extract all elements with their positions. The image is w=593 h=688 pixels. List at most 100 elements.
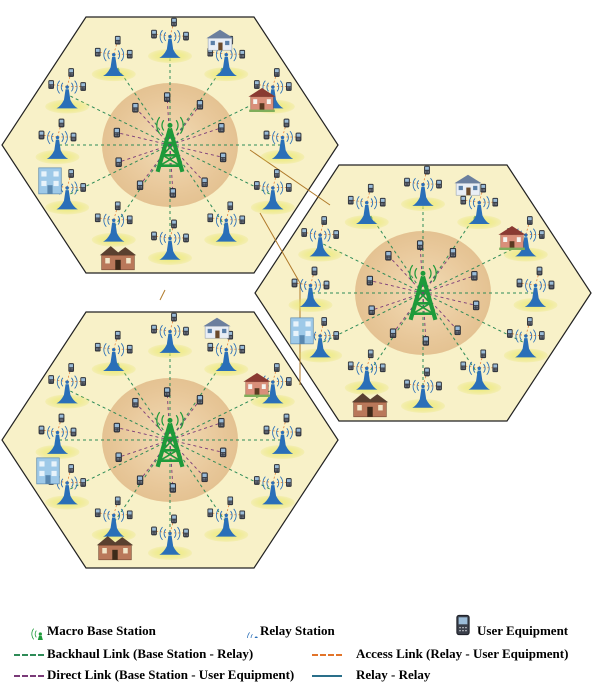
user-equipment-icon: [538, 230, 545, 240]
user-equipment-icon: [526, 316, 533, 326]
user-equipment-icon: [273, 168, 280, 178]
user-equipment-icon: [460, 195, 467, 205]
user-equipment-icon: [94, 213, 101, 223]
user-equipment-icon: [68, 168, 75, 178]
user-equipment-icon: [285, 377, 292, 387]
user-equipment-icon: [68, 363, 75, 373]
macro-tower-icon: [10, 600, 44, 640]
backhaul-link: [169, 144, 227, 229]
user-equipment-icon: [113, 422, 121, 433]
user-equipment-icon: [480, 349, 487, 359]
user-equipment-icon: [239, 344, 246, 354]
user-equipment-icon: [196, 394, 204, 405]
user-equipment-icon: [263, 130, 270, 140]
user-equipment-icon: [367, 349, 374, 359]
legend-access-link: Access Link (Relay - User Equipment): [356, 646, 569, 661]
relay-tower-icon: [232, 610, 258, 638]
user-equipment-icon: [171, 17, 177, 27]
user-equipment-icon: [295, 427, 302, 437]
user-equipment-icon: [94, 342, 101, 352]
user-equipment-icon: [538, 330, 545, 340]
user-equipment-icon: [239, 215, 246, 225]
user-equipment-icon: [183, 233, 189, 243]
user-equipment-icon: [207, 213, 214, 223]
user-equipment-icon: [454, 325, 461, 336]
user-equipment-icon: [68, 68, 75, 78]
user-equipment-icon: [219, 152, 227, 163]
user-equipment-icon: [253, 475, 260, 485]
user-equipment-icon: [379, 197, 386, 207]
user-equipment-icon: [321, 216, 328, 226]
user-equipment-icon: [366, 275, 374, 286]
direct-link: [135, 107, 171, 146]
user-equipment-icon: [460, 361, 467, 371]
relay-relay-sample: [312, 675, 342, 677]
user-equipment-icon: [253, 80, 260, 90]
user-equipment-icon: [347, 195, 354, 205]
cellular-network-diagram: [1, 16, 592, 569]
user-equipment-icon: [424, 367, 430, 377]
user-equipment-icon: [80, 82, 87, 92]
user-equipment-icon: [368, 305, 376, 316]
user-equipment-icon: [283, 413, 290, 423]
user-equipment-icon: [536, 266, 543, 276]
user-equipment-icon: [480, 183, 487, 193]
user-equipment-icon: [113, 127, 121, 138]
direct-link: [169, 439, 174, 488]
user-equipment-icon: [217, 417, 225, 428]
user-equipment-icon: [436, 179, 442, 189]
user-equipment-icon: [273, 463, 280, 473]
user-equipment-icon: [219, 447, 227, 458]
user-equipment-icon: [379, 363, 386, 373]
user-equipment-icon: [301, 228, 308, 238]
cell-bottom-contents: [35, 312, 305, 560]
user-equipment-icon: [285, 182, 292, 192]
user-equipment-icon: [136, 475, 144, 486]
user-equipment-icon: [183, 528, 189, 538]
user-equipment-icon: [114, 35, 121, 45]
user-equipment-icon: [263, 425, 270, 435]
legend-relay-relay: Relay - Relay: [356, 667, 431, 682]
user-equipment-icon: [169, 187, 177, 198]
user-equipment-icon: [321, 316, 328, 326]
user-equipment-icon: [58, 118, 65, 128]
backhaul-link: [66, 439, 171, 491]
user-equipment-icon: [115, 157, 123, 168]
user-equipment-icon: [422, 335, 430, 346]
user-equipment-icon: [201, 177, 208, 188]
direct-link: [169, 144, 174, 193]
user-equipment-icon: [227, 201, 234, 211]
user-equipment-icon: [201, 472, 208, 483]
user-equipment-icon: [273, 68, 280, 78]
user-equipment-icon: [367, 183, 374, 193]
user-equipment-icon: [132, 397, 139, 408]
user-equipment-icon: [115, 452, 123, 463]
user-equipment-icon: [58, 413, 65, 423]
user-equipment-icon: [436, 381, 442, 391]
backhaul-link: [319, 242, 424, 294]
backhaul-link: [66, 144, 171, 196]
user-equipment-icon: [48, 375, 55, 385]
user-equipment-icon: [333, 230, 340, 240]
user-equipment-icon: [291, 278, 298, 288]
user-equipment-icon: [385, 250, 392, 261]
user-equipment-icon: [126, 215, 133, 225]
backhaul-link: [319, 292, 424, 344]
user-equipment-icon: [492, 363, 499, 373]
user-equipment-icon: [196, 99, 204, 110]
backhaul-link: [422, 292, 527, 344]
user-equipment-icon: [126, 49, 133, 59]
user-equipment-icon: [151, 324, 157, 334]
user-equipment-icon: [114, 201, 121, 211]
backhaul-link: [113, 61, 171, 146]
legend-relay-station: Relay Station: [260, 623, 335, 638]
relay-relay-link: [159, 289, 166, 301]
legend-direct-link: Direct Link (Base Station - User Equipme…: [47, 667, 295, 682]
house-icon: [38, 167, 62, 195]
user-equipment-icon: [68, 463, 75, 473]
user-equipment-icon: [80, 477, 87, 487]
legend-macro-base-station: Macro Base Station: [47, 623, 156, 638]
user-equipment-icon: [183, 326, 189, 336]
user-equipment-icon: [217, 122, 225, 133]
user-equipment-icon: [171, 514, 177, 524]
